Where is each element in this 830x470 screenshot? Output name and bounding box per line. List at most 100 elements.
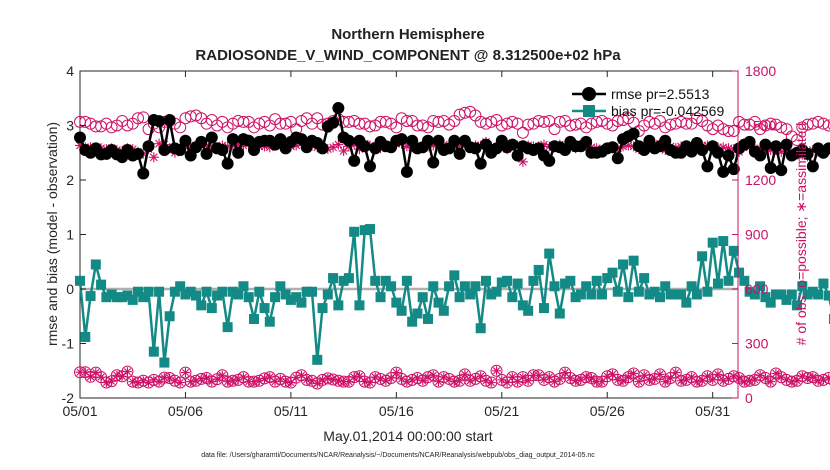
- bias-point: [828, 313, 830, 324]
- bias-point: [728, 245, 739, 256]
- rmse-point: [506, 138, 519, 151]
- bias-point: [665, 289, 676, 300]
- bias-point: [317, 303, 328, 314]
- y-right-tick-label: 1200: [745, 172, 776, 188]
- possible-point: [495, 119, 508, 132]
- rmse-point: [221, 157, 234, 170]
- bias-point: [101, 292, 112, 303]
- possible-point: [174, 121, 187, 134]
- y-tick-label: -2: [62, 390, 75, 406]
- bias-point: [328, 273, 339, 284]
- possible-bottom-point: [827, 376, 830, 386]
- assimilated-point: [148, 152, 159, 163]
- bias-point: [85, 291, 96, 302]
- bias-point: [264, 316, 275, 327]
- bias-point: [602, 273, 613, 284]
- possible-point: [812, 115, 825, 128]
- bias-point: [301, 286, 312, 297]
- bias-point: [575, 289, 586, 300]
- bias-point: [718, 236, 729, 247]
- rmse-point: [232, 146, 245, 159]
- possible-bottom-asterisk: [107, 376, 117, 386]
- bias-point: [175, 281, 186, 292]
- possible-point: [79, 115, 92, 128]
- bias-point: [554, 308, 565, 319]
- rmse-point: [754, 149, 767, 162]
- possible-bottom-asterisk: [180, 368, 190, 378]
- legend: rmse pr=2.5513 bias pr=-0.042569: [572, 86, 724, 119]
- rmse-point: [174, 144, 187, 157]
- bias-point: [412, 308, 423, 319]
- bias-point: [154, 286, 165, 297]
- bias-point: [422, 313, 433, 324]
- bias-point: [807, 286, 818, 297]
- rmse-point: [627, 127, 640, 140]
- bias-point: [180, 289, 191, 300]
- rmse-point: [216, 144, 229, 157]
- y-tick-label: 3: [66, 118, 74, 134]
- rmse-point: [74, 131, 86, 144]
- rmse-point: [727, 163, 740, 176]
- bias-point: [475, 323, 486, 334]
- y-tick-label: -1: [62, 336, 75, 352]
- x-tick-label: 05/06: [168, 403, 203, 419]
- y-tick-label: 0: [66, 281, 74, 297]
- bias-point: [528, 275, 539, 286]
- possible-bottom-point: [627, 367, 640, 380]
- possible-point: [400, 114, 413, 127]
- bias-point: [623, 292, 634, 303]
- possible-point: [522, 118, 535, 131]
- x-axis-label: May.01,2014 00:00:00 start: [323, 428, 493, 444]
- rmse-point: [427, 156, 440, 169]
- bias-point: [190, 290, 201, 301]
- bias-point: [744, 286, 755, 297]
- bias-point: [702, 286, 713, 297]
- bias-point: [712, 278, 723, 289]
- bias-point: [739, 275, 750, 286]
- bias-point: [227, 286, 238, 297]
- bias-point: [407, 316, 418, 327]
- rmse-point: [395, 133, 408, 146]
- bias-point: [391, 297, 402, 308]
- rmse-point: [775, 164, 788, 177]
- bias-point: [433, 297, 444, 308]
- rmse-point: [769, 140, 782, 153]
- possible-point: [416, 119, 429, 132]
- possible-point: [479, 117, 492, 130]
- bias-point: [217, 286, 228, 297]
- bias-point: [517, 300, 528, 311]
- bias-point: [233, 289, 244, 300]
- bias-point: [670, 289, 681, 300]
- rmse-point: [242, 134, 255, 147]
- bias-point: [169, 286, 180, 297]
- possible-bottom-asterisk: [175, 378, 185, 388]
- bias-point: [591, 275, 602, 286]
- bias-point: [749, 289, 760, 300]
- bias-point: [649, 286, 660, 297]
- rmse-point: [474, 157, 487, 170]
- possible-point: [722, 124, 735, 137]
- bias-point: [691, 289, 702, 300]
- bias-point: [454, 292, 465, 303]
- assimilated-point: [333, 139, 344, 150]
- bias-point: [755, 281, 766, 292]
- bias-point: [280, 289, 291, 300]
- y-right-tick-label: 1500: [745, 118, 776, 134]
- bias-point: [633, 286, 644, 297]
- bias-point: [470, 281, 481, 292]
- bias-point: [386, 281, 397, 292]
- possible-bottom-asterisk: [492, 366, 502, 376]
- bias-point: [512, 278, 523, 289]
- rmse-point: [316, 142, 329, 155]
- bias-point: [80, 331, 91, 342]
- bias-point: [138, 292, 149, 303]
- bias-point: [106, 289, 117, 300]
- rmse-point: [163, 114, 176, 127]
- legend-rmse-marker: [582, 87, 596, 101]
- possible-point: [131, 112, 144, 125]
- possible-point: [553, 115, 566, 128]
- possible-bottom-asterisk: [486, 378, 496, 388]
- bias-point: [343, 273, 354, 284]
- series-possible-bottom: [74, 364, 830, 390]
- rmse-point: [801, 147, 814, 160]
